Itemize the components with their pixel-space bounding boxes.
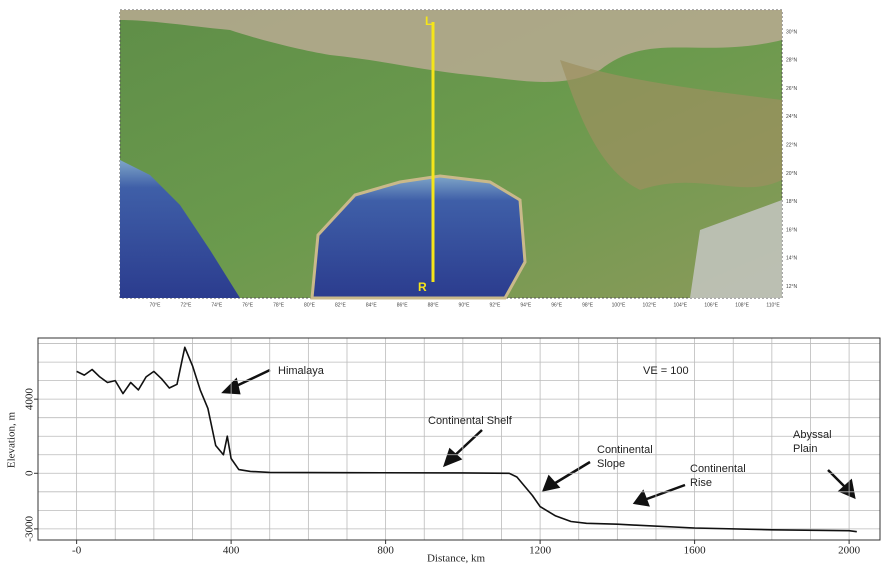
annotation: Continental Shelf bbox=[428, 415, 513, 427]
lon-label: 80°E bbox=[304, 302, 316, 308]
annotation: Continental bbox=[690, 463, 746, 475]
plot-frame bbox=[38, 338, 880, 540]
lat-label: 16°N bbox=[786, 227, 798, 233]
lon-label: 86°E bbox=[397, 302, 409, 308]
x-tick-label: 2000 bbox=[838, 545, 861, 557]
lat-label: 28°N bbox=[786, 58, 798, 64]
y-tick-label: 4000 bbox=[24, 388, 36, 411]
x-tick-label: 400 bbox=[223, 545, 240, 557]
lon-label: 110°E bbox=[766, 302, 780, 308]
lon-label: 72°E bbox=[180, 302, 192, 308]
lat-label: 20°N bbox=[786, 171, 798, 177]
y-tick-label: -3000 bbox=[24, 516, 36, 542]
annotation: Abyssal bbox=[793, 429, 832, 441]
lon-label: 96°E bbox=[551, 302, 563, 308]
lon-label: 84°E bbox=[366, 302, 378, 308]
x-tick-label: 800 bbox=[377, 545, 394, 557]
line-label: R bbox=[418, 280, 427, 294]
x-tick-label: -0 bbox=[72, 545, 82, 557]
figure: L R 30°N 28°N 26°N 24°N 22°N 20°N 18°N 16°N 14°N… bbox=[0, 0, 885, 566]
lon-label: 106°E bbox=[704, 302, 718, 308]
lat-label: 14°N bbox=[786, 256, 798, 262]
annotation: Slope bbox=[597, 458, 625, 470]
lat-label: 26°N bbox=[786, 86, 798, 92]
annotation: Himalaya bbox=[278, 365, 325, 377]
lon-label: 94°E bbox=[520, 302, 532, 308]
annotation: Rise bbox=[690, 477, 712, 489]
lat-label: 18°N bbox=[786, 199, 798, 205]
map: L R bbox=[120, 10, 782, 298]
x-tick-label: 1200 bbox=[529, 545, 552, 557]
x-axis-label: Distance, km bbox=[427, 553, 485, 565]
lon-label: 88°E bbox=[428, 302, 440, 308]
annotation: Plain bbox=[793, 443, 817, 455]
lon-label: 76°E bbox=[242, 302, 254, 308]
annotation: VE = 100 bbox=[643, 365, 689, 377]
line-label: L bbox=[425, 14, 432, 28]
profile-arrows bbox=[224, 370, 854, 505]
lat-label: 30°N bbox=[786, 29, 798, 35]
lat-label: 24°N bbox=[786, 114, 798, 120]
lon-label: 90°E bbox=[459, 302, 471, 308]
lat-label: 12°N bbox=[786, 284, 798, 290]
x-tick-label: 1600 bbox=[684, 545, 707, 557]
annotation: Continental bbox=[597, 444, 653, 456]
y-axis-label: Elevation, m bbox=[6, 411, 18, 468]
lon-label: 108°E bbox=[735, 302, 749, 308]
lon-label: 70°E bbox=[150, 302, 162, 308]
lon-label: 82°E bbox=[335, 302, 347, 308]
lon-label: 92°E bbox=[489, 302, 501, 308]
y-tick-label: 0 bbox=[24, 470, 36, 476]
lon-label: 104°E bbox=[673, 302, 687, 308]
lon-label: 74°E bbox=[211, 302, 223, 308]
lat-label: 22°N bbox=[786, 143, 798, 149]
lon-label: 100°E bbox=[612, 302, 626, 308]
lon-label: 78°E bbox=[273, 302, 285, 308]
lon-label: 98°E bbox=[582, 302, 594, 308]
lon-label: 102°E bbox=[643, 302, 657, 308]
profile-line bbox=[77, 347, 857, 531]
